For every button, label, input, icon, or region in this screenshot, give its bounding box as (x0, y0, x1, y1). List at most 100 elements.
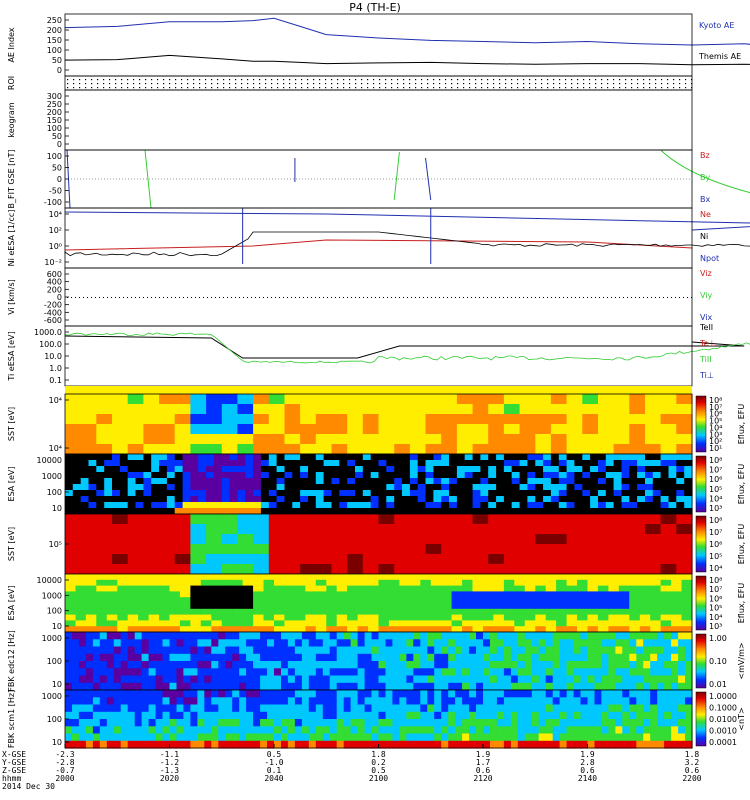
y-axis-label: SST [eV] (7, 407, 16, 441)
heatmap-cell (260, 690, 268, 698)
colorbar (695, 455, 707, 513)
heatmap-cell (657, 646, 665, 655)
heatmap-cell (657, 697, 665, 706)
heatmap-cell (538, 697, 547, 706)
heatmap-cell (190, 711, 198, 720)
heatmap-cell (80, 534, 97, 545)
heatmap-cell (134, 719, 143, 727)
colorbar-tick-label: 10⁶ (709, 410, 722, 419)
legend-entry: Te⊥ (699, 339, 715, 348)
heatmap-cell (284, 424, 301, 435)
zero-dot (451, 297, 452, 298)
heatmap-cell (618, 608, 630, 616)
heatmap-cell (322, 733, 331, 742)
heatmap-cell (535, 591, 547, 598)
roi-dot (559, 83, 561, 85)
heatmap-cell (104, 502, 113, 509)
heatmap-cell (597, 620, 609, 627)
roi-dot (529, 83, 531, 85)
heatmap-cell (587, 661, 596, 669)
heatmap-cell (284, 620, 296, 627)
heatmap-cell (643, 697, 651, 706)
heatmap-cell (134, 646, 143, 655)
heatmap-cell (556, 579, 568, 587)
roi-dot (121, 83, 123, 85)
heatmap-cell (535, 508, 544, 515)
heatmap-cell (197, 740, 205, 749)
heatmap-cell (608, 682, 616, 691)
heatmap-cell (268, 434, 286, 445)
heatmap-cell (409, 608, 421, 616)
roi-dot (487, 79, 489, 81)
heatmap-cell (480, 496, 489, 503)
heatmap-cell (639, 608, 651, 616)
heatmap-cell (159, 591, 171, 598)
heatmap-cell (587, 740, 596, 749)
heatmap-cell (284, 404, 301, 415)
heatmap-cell (134, 733, 143, 742)
heatmap-cell (253, 434, 270, 445)
roi-dot (325, 79, 327, 81)
roi-dot (679, 87, 681, 89)
heatmap-cell (559, 697, 568, 706)
roi-dot (241, 83, 243, 85)
heatmap-cell (112, 554, 129, 565)
heatmap-cell (263, 591, 275, 598)
y-axis-label: B_FIT GSE [nT] (7, 150, 16, 209)
heatmap-cell (378, 639, 387, 648)
heatmap-cell (409, 466, 419, 473)
heatmap-cell (127, 394, 144, 405)
heatmap-cell (174, 490, 184, 497)
heatmap-cell (684, 502, 693, 509)
heatmap-cell (143, 414, 160, 425)
heatmap-cell (347, 564, 364, 575)
heatmap-cell (496, 733, 505, 742)
heatmap-cell (434, 675, 442, 684)
zero-dot (479, 297, 480, 298)
heatmap-cell (162, 653, 171, 662)
heatmap-cell (148, 585, 160, 592)
heatmap-cell (300, 554, 317, 565)
roi-dot (79, 83, 81, 85)
heatmap-cell (503, 614, 515, 621)
roi-dot (457, 87, 459, 89)
heatmap-cell (182, 460, 191, 467)
roi-dot (433, 87, 435, 89)
heatmap-cell (645, 394, 662, 405)
heatmap-cell (159, 394, 176, 405)
heatmap-cell (668, 454, 677, 461)
roi-dot (403, 87, 405, 89)
heatmap-cell (441, 668, 449, 677)
roi-dot (157, 79, 159, 81)
zero-dot (579, 297, 580, 298)
heatmap-cell (174, 524, 191, 535)
heatmap-cell (406, 682, 414, 691)
heatmap-cell (127, 478, 137, 485)
zero-dot (239, 297, 240, 298)
heatmap-cell (676, 502, 685, 509)
heatmap-cell (451, 614, 463, 621)
heatmap-cell (190, 554, 207, 565)
heatmap-cell (65, 626, 76, 633)
heatmap-cell (503, 733, 512, 742)
heatmap-cell (650, 632, 658, 640)
heatmap-cell (399, 653, 407, 662)
heatmap-cell (483, 690, 491, 698)
heatmap-cell (294, 620, 306, 627)
heatmap-cell (159, 544, 176, 555)
heatmap-cell (127, 434, 144, 445)
heatmap-cell (580, 690, 589, 698)
heatmap-cell (582, 524, 599, 535)
heatmap-cell (577, 585, 588, 592)
heatmap-cell (559, 682, 568, 691)
heatmap-cell (456, 478, 466, 485)
heatmap-cell (519, 414, 536, 425)
heatmap-cell (597, 626, 609, 633)
heatmap-cell (538, 719, 547, 727)
heatmap-cell (573, 661, 582, 669)
heatmap-cell (430, 614, 442, 621)
heatmap-cell (347, 603, 359, 610)
heatmap-cell (197, 653, 205, 662)
heatmap-cell (490, 653, 498, 662)
roi-dot (247, 83, 249, 85)
